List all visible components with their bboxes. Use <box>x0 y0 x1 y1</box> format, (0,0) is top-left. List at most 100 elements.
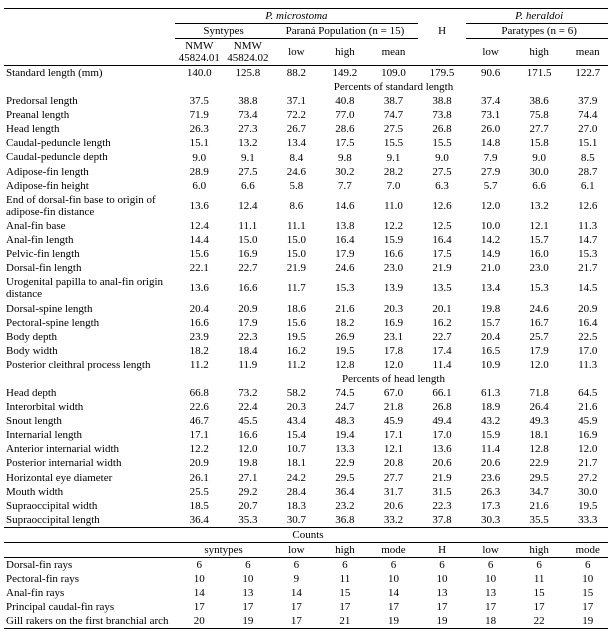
cell: 21.6 <box>321 302 370 316</box>
cell: 14.8 <box>466 136 515 150</box>
cell: 15.3 <box>321 275 370 301</box>
cell: 11.4 <box>466 442 515 456</box>
cell: 25.5 <box>175 485 224 499</box>
cell: 37.4 <box>466 94 515 108</box>
cell: 15.6 <box>175 247 224 261</box>
cell: 28.2 <box>369 165 418 179</box>
cell: 17 <box>369 600 418 614</box>
cell: 12.6 <box>418 193 467 219</box>
cell: 10 <box>224 572 273 586</box>
cell: 12.0 <box>515 358 564 372</box>
cell: 23.0 <box>369 261 418 275</box>
cell: 10.7 <box>272 442 321 456</box>
cell: 73.4 <box>224 108 273 122</box>
counts-syntypes: syntypes <box>175 542 272 557</box>
row-label: Urogenital papilla to anal-fin origin di… <box>4 275 175 301</box>
cell: 15 <box>515 586 564 600</box>
row-label: Caudal-peduncle depth <box>4 150 175 164</box>
row-label: Anterior internarial width <box>4 442 175 456</box>
cell: 19.8 <box>466 302 515 316</box>
cell: 15.3 <box>563 247 608 261</box>
counts-low-1: low <box>272 542 321 557</box>
row-label: Interorbital width <box>4 400 175 414</box>
cell: 27.9 <box>466 165 515 179</box>
row-label: Snout length <box>4 414 175 428</box>
row-label: Gill rakers on the first branchial arch <box>4 614 175 629</box>
row-label: Internarial length <box>4 428 175 442</box>
cell: 46.7 <box>175 414 224 428</box>
cell: 23.9 <box>175 330 224 344</box>
cell: 20.9 <box>224 302 273 316</box>
cell: 29.5 <box>321 471 370 485</box>
cell: 16.4 <box>321 233 370 247</box>
cell: 26.1 <box>175 471 224 485</box>
cell: 7.7 <box>321 179 370 193</box>
cell: 15.1 <box>175 136 224 150</box>
row-label: Posterior internarial width <box>4 456 175 470</box>
cell: 17.0 <box>418 428 467 442</box>
cell: 18.2 <box>321 316 370 330</box>
cell: 15.9 <box>466 428 515 442</box>
cell: 140.0 <box>175 66 224 81</box>
cell: 13 <box>466 586 515 600</box>
cell: 18.2 <box>175 344 224 358</box>
cell: 14.6 <box>321 193 370 219</box>
cell: 22.5 <box>563 330 608 344</box>
cell: 27.0 <box>563 122 608 136</box>
cell: 10 <box>563 572 608 586</box>
cell: 23.0 <box>515 261 564 275</box>
cell: 13 <box>418 586 467 600</box>
cell: 29.2 <box>224 485 273 499</box>
cell: 17.5 <box>418 247 467 261</box>
cell: 17 <box>563 600 608 614</box>
cell: 16.0 <box>515 247 564 261</box>
cell: 26.9 <box>321 330 370 344</box>
row-label: Anal-fin base <box>4 219 175 233</box>
row-label: Anal-fin length <box>4 233 175 247</box>
cell: 27.5 <box>418 165 467 179</box>
cell: 18.5 <box>175 499 224 513</box>
row-label: Predorsal length <box>4 94 175 108</box>
row-label: Adipose-fin length <box>4 165 175 179</box>
cell: 17.0 <box>563 344 608 358</box>
cell: 24.6 <box>321 261 370 275</box>
counts-mode-2: mode <box>563 542 608 557</box>
cell: 37.8 <box>418 513 467 528</box>
cell: 12.2 <box>369 219 418 233</box>
cell: 13.9 <box>369 275 418 301</box>
cell: 9 <box>272 572 321 586</box>
cell: 11.0 <box>369 193 418 219</box>
cell: 45.5 <box>224 414 273 428</box>
cell: 15 <box>563 586 608 600</box>
cell: 10 <box>418 572 467 586</box>
cell: 16.6 <box>224 428 273 442</box>
cell: 22 <box>515 614 564 629</box>
cell: 48.3 <box>321 414 370 428</box>
cell: 22.6 <box>175 400 224 414</box>
cell: 10 <box>175 572 224 586</box>
cell: 13.3 <box>321 442 370 456</box>
cell: 17 <box>272 600 321 614</box>
cell: 24.7 <box>321 400 370 414</box>
cell: 17 <box>272 614 321 629</box>
cell: 10 <box>369 572 418 586</box>
cell: 125.8 <box>224 66 273 81</box>
cell: 17.1 <box>175 428 224 442</box>
cell: 14.4 <box>175 233 224 247</box>
counts-low-2: low <box>466 542 515 557</box>
cell: 26.4 <box>515 400 564 414</box>
cell: 36.4 <box>321 485 370 499</box>
cell: 18.1 <box>272 456 321 470</box>
cell: 11.7 <box>272 275 321 301</box>
cell: 7.0 <box>369 179 418 193</box>
row-label: Body depth <box>4 330 175 344</box>
cell: 13.6 <box>418 442 467 456</box>
row-label: Anal-fin rays <box>4 586 175 600</box>
cell: 17.5 <box>321 136 370 150</box>
cell: 171.5 <box>515 66 564 81</box>
cell: 88.2 <box>272 66 321 81</box>
cell: 11.3 <box>563 219 608 233</box>
row-label: Pelvic-fin length <box>4 247 175 261</box>
cell: 6.0 <box>175 179 224 193</box>
cell: 74.7 <box>369 108 418 122</box>
